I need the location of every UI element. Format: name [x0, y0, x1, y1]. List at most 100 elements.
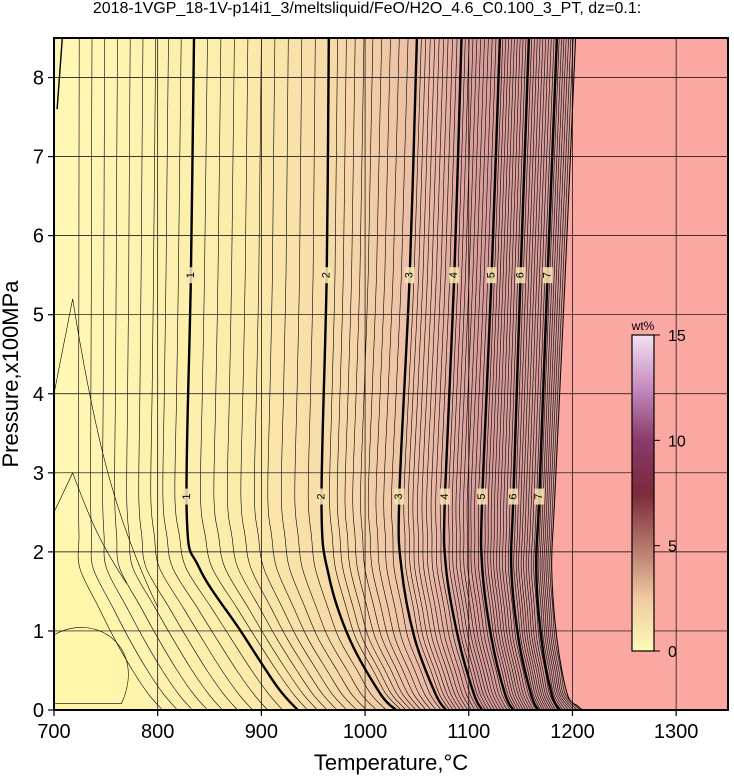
- contour-line: [496, 38, 527, 710]
- x-axis-label: Temperature,°C: [314, 750, 468, 775]
- contour-line: [294, 38, 377, 710]
- contour-line: [539, 38, 566, 710]
- contour-line: [417, 38, 461, 710]
- contour-line: [484, 38, 517, 710]
- contour-line: [439, 38, 479, 710]
- contour-line: [267, 38, 358, 710]
- contour-label-4: 4: [448, 272, 460, 278]
- contour-label-bg: [486, 267, 497, 284]
- contour-line: [126, 38, 223, 710]
- contour-line: [367, 38, 427, 710]
- melt-region: [54, 38, 583, 710]
- contour-line: [530, 38, 556, 710]
- contour-line: [329, 38, 402, 710]
- contour-label-4: 4: [439, 493, 451, 499]
- colorbar-tick-label: 10: [668, 433, 686, 450]
- contour-line: [403, 38, 450, 710]
- x-axis: 700 800 900 1000 1100 1200 1300: [37, 710, 698, 743]
- contour-label-bg: [542, 267, 553, 284]
- contour-line: [307, 38, 387, 710]
- contour-line: [493, 38, 524, 710]
- contour-line-6: [509, 38, 540, 710]
- contour-line: [54, 472, 127, 584]
- contour-line: [138, 38, 238, 710]
- contour-line: [528, 38, 554, 710]
- colorbar-tick-label: 0: [668, 644, 677, 661]
- x-tick-label: 700: [37, 721, 70, 743]
- contour-label-bg: [394, 488, 405, 505]
- contour-line: [426, 38, 468, 710]
- x-tick-label: 1300: [654, 721, 699, 743]
- contour-line: [102, 38, 193, 710]
- contour-label-bg: [534, 488, 545, 505]
- contour-label-bg: [439, 488, 450, 505]
- contour-label-bg: [316, 488, 327, 505]
- contour-line: [412, 38, 458, 710]
- y-tick-label: 7: [33, 147, 44, 169]
- colorbar-tick-label: 5: [668, 539, 677, 556]
- contour-label-5: 5: [476, 493, 488, 499]
- contour-label-bg: [508, 488, 519, 505]
- contour-line: [518, 38, 546, 710]
- contour-line: [474, 38, 508, 710]
- contour-label-2: 2: [316, 493, 328, 499]
- contour-label-bg: [182, 488, 193, 505]
- contour-line: [383, 38, 437, 710]
- y-axis-label: Pressure,x100MPa: [0, 280, 23, 468]
- contour-line: [523, 38, 550, 710]
- y-tick-label: 2: [33, 542, 44, 564]
- contour-line: [352, 38, 417, 710]
- y-tick-label: 3: [33, 463, 44, 485]
- contour-line: [213, 38, 318, 710]
- contour-line: [455, 38, 492, 710]
- contour-line: [477, 38, 511, 710]
- contour-line: [543, 38, 572, 710]
- chart-title: 2018-1VGP_18-1V-p14i1_3/meltsliquid/FeO/…: [92, 0, 642, 17]
- contour-line: [435, 38, 476, 710]
- contour-line: [547, 38, 578, 710]
- contour-line: [54, 298, 158, 608]
- y-tick-label: 0: [33, 700, 44, 722]
- contour-label-2: 2: [321, 272, 333, 278]
- y-tick-label: 4: [33, 384, 44, 406]
- y-tick-label: 1: [33, 621, 44, 643]
- colorbar: wt% 0 5 10 15: [631, 319, 686, 661]
- contour-label-7: 7: [541, 272, 553, 278]
- contour-line: [448, 38, 486, 710]
- contour-line: [513, 38, 541, 710]
- contour-label-5: 5: [485, 272, 497, 278]
- contour-line: [114, 38, 208, 710]
- contour-line: [54, 627, 129, 704]
- contour-line: [515, 38, 543, 710]
- contour-line: [407, 38, 454, 710]
- contour-line: [344, 38, 412, 710]
- contour-line: [459, 38, 495, 710]
- x-tick-label: 900: [245, 721, 278, 743]
- contour-label-1: 1: [185, 272, 197, 278]
- contour-line: [502, 38, 532, 710]
- contour-line: [505, 38, 534, 710]
- contour-line: [360, 38, 422, 710]
- y-tick-label: 8: [33, 68, 44, 90]
- contour-label-bg: [185, 267, 196, 284]
- contour-line: [430, 38, 472, 710]
- contour-line: [56, 38, 63, 110]
- contour-line: [200, 38, 308, 710]
- contour-line: [463, 38, 499, 710]
- contour-label-bg: [321, 267, 332, 284]
- contour-line: [336, 38, 407, 710]
- contour-label-bg: [515, 267, 526, 284]
- contour-line: [240, 38, 338, 710]
- contour-line: [525, 38, 552, 710]
- contour-line: [549, 38, 581, 710]
- contour-label-6: 6: [515, 272, 527, 278]
- y-tick-label: 5: [33, 305, 44, 327]
- x-tick-label: 1100: [447, 721, 490, 743]
- x-tick-label: 1000: [343, 721, 388, 743]
- contour-line-5: [479, 38, 515, 710]
- contour-line: [537, 38, 564, 710]
- contour-line: [499, 38, 529, 710]
- contour-line: [254, 38, 348, 710]
- contour-line: [507, 38, 537, 710]
